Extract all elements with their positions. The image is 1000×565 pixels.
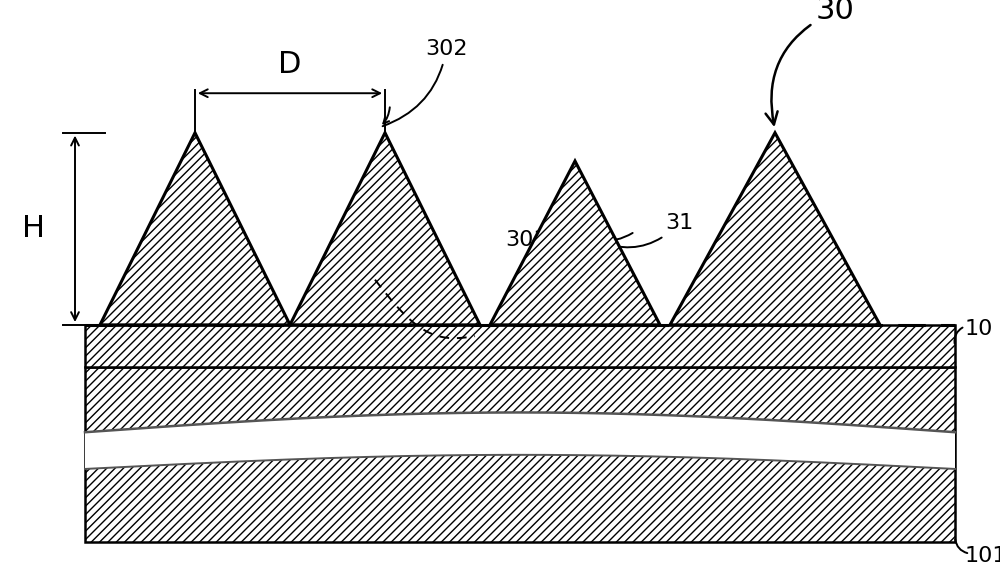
Polygon shape <box>100 133 290 325</box>
Polygon shape <box>85 367 955 542</box>
Text: D: D <box>278 50 302 79</box>
Text: 10: 10 <box>965 319 993 339</box>
Polygon shape <box>85 325 955 367</box>
Text: 302: 302 <box>383 40 468 126</box>
Polygon shape <box>670 133 880 325</box>
Text: H: H <box>22 214 45 244</box>
Polygon shape <box>85 412 955 469</box>
Text: 301: 301 <box>505 230 548 250</box>
Text: 30: 30 <box>766 0 854 124</box>
Text: 31: 31 <box>598 214 693 247</box>
Polygon shape <box>490 161 660 325</box>
Text: 101: 101 <box>965 546 1000 565</box>
Polygon shape <box>290 133 480 325</box>
